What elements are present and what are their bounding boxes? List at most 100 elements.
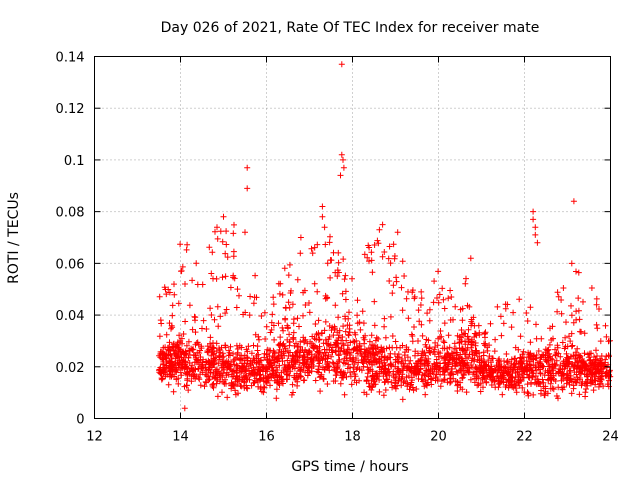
data-point [590,364,597,371]
data-point [198,365,204,372]
data-point [214,235,221,242]
data-point [399,258,406,265]
data-point [222,376,228,383]
data-point [573,308,580,315]
data-point [197,354,204,360]
data-point [350,338,357,345]
data-point [227,363,233,370]
data-point [342,370,348,377]
data-point [302,302,309,308]
data-point [223,241,230,248]
data-point [405,315,412,322]
data-point [386,372,393,379]
data-point [550,386,557,393]
data-point [177,339,183,346]
data-point [219,389,225,396]
data-point [394,229,401,236]
data-point [420,378,426,385]
data-point [224,254,231,261]
data-point [380,392,387,399]
data-point [374,359,380,366]
data-point [503,359,510,366]
data-point [409,338,416,345]
data-point [540,383,547,390]
data-point [304,358,311,365]
data-point [320,340,327,347]
data-point [278,373,285,380]
data-point [430,348,437,355]
data-point [494,303,501,310]
data-point [349,275,355,282]
data-point [255,333,262,340]
data-point [549,385,556,392]
data-point [544,359,551,366]
data-point [454,379,461,385]
data-point [512,344,519,351]
data-point [157,370,164,377]
data-point [507,382,514,389]
data-point [379,348,385,355]
data-point [581,380,588,387]
data-point [462,367,468,374]
data-point [253,375,260,382]
data-point [352,373,359,380]
data-point [341,391,348,398]
data-point [590,387,597,394]
data-point [220,213,227,220]
data-point [581,350,588,357]
data-point [392,383,399,390]
data-point [320,376,327,383]
data-point [397,344,404,351]
data-point [408,364,415,371]
data-point [399,356,405,362]
data-point [289,301,296,308]
data-point [338,61,345,68]
data-point [166,320,173,327]
data-point [398,375,405,382]
data-point [207,340,213,347]
data-point [548,374,555,381]
data-point [330,360,337,367]
data-point [199,359,206,366]
data-point [230,274,237,281]
data-point [244,385,251,392]
data-point [392,338,399,345]
data-point [503,351,510,357]
data-point [267,329,274,336]
data-point [600,383,607,390]
data-point [192,375,199,382]
data-point [322,355,329,362]
data-point [234,369,240,376]
data-point [219,274,226,281]
data-point [537,364,544,371]
data-point [441,320,448,327]
data-point [328,327,335,334]
data-point [185,338,192,345]
data-point [221,366,228,373]
data-point [269,370,276,377]
data-point [309,250,316,257]
data-point [415,307,422,314]
data-point [280,340,287,347]
data-point [286,261,293,268]
data-point [385,378,392,385]
grid-lines [94,56,611,419]
data-point [495,357,502,364]
data-point [279,291,286,298]
data-point [303,363,310,370]
data-point [185,387,192,394]
data-point [400,367,407,374]
data-point [480,369,487,376]
data-point [452,345,459,352]
data-point [369,269,376,276]
data-point [183,342,190,349]
data-point [244,164,251,171]
data-point [222,344,229,351]
data-point [160,360,167,367]
data-point [521,389,528,396]
data-point [508,364,514,371]
data-point [312,377,319,384]
data-point [586,357,593,364]
data-point [398,284,405,291]
data-point [568,312,575,319]
